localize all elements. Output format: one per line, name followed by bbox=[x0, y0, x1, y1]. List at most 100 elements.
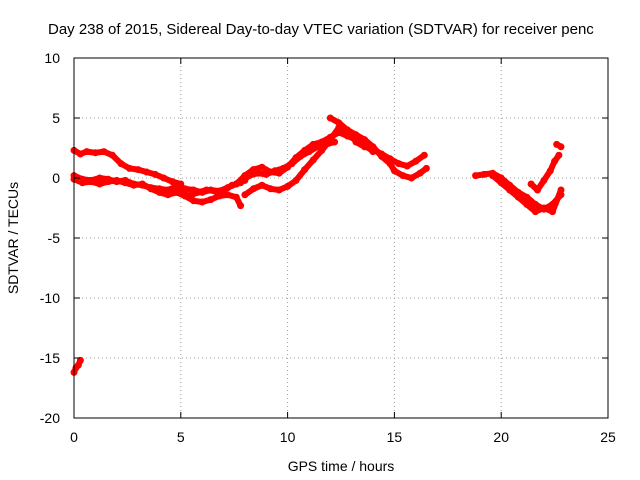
data-point bbox=[301, 146, 309, 154]
data-point bbox=[275, 186, 283, 194]
data-point bbox=[164, 191, 172, 199]
data-point bbox=[177, 188, 185, 196]
data-point bbox=[83, 148, 91, 156]
data-point bbox=[185, 192, 193, 200]
data-point bbox=[267, 168, 274, 176]
data-point bbox=[343, 126, 351, 134]
data-point bbox=[361, 136, 368, 144]
data-point bbox=[326, 136, 334, 144]
data-point bbox=[540, 204, 548, 212]
y-tick-label: -5 bbox=[48, 230, 61, 246]
data-point bbox=[207, 196, 215, 204]
data-point bbox=[352, 138, 360, 146]
data-point bbox=[121, 179, 129, 187]
data-point bbox=[546, 167, 554, 175]
data-point bbox=[523, 200, 531, 208]
data-point bbox=[557, 143, 565, 151]
data-point bbox=[318, 146, 326, 154]
data-point bbox=[96, 180, 104, 188]
data-point bbox=[113, 176, 121, 184]
data-point bbox=[173, 182, 180, 190]
data-point bbox=[514, 193, 522, 201]
y-tick-label: 10 bbox=[44, 50, 60, 66]
data-point bbox=[551, 157, 559, 165]
data-point bbox=[326, 114, 334, 122]
data-point bbox=[506, 186, 514, 194]
data-point bbox=[211, 187, 219, 195]
data-point bbox=[403, 162, 411, 170]
x-tick-label: 20 bbox=[493, 429, 509, 445]
data-point bbox=[258, 163, 266, 171]
x-tick-label: 15 bbox=[387, 429, 403, 445]
data-point bbox=[138, 180, 146, 188]
data-point bbox=[190, 197, 198, 205]
x-axis-label: GPS time / hours bbox=[288, 458, 395, 474]
data-point bbox=[194, 188, 202, 196]
x-tick-label: 5 bbox=[177, 429, 185, 445]
data-point bbox=[480, 170, 488, 178]
data-point bbox=[237, 202, 245, 210]
data-point bbox=[309, 156, 317, 164]
data-point bbox=[232, 193, 240, 201]
data-point bbox=[126, 164, 133, 172]
data-point bbox=[540, 176, 548, 184]
data-point bbox=[79, 179, 86, 187]
data-point bbox=[232, 180, 240, 188]
data-point bbox=[258, 181, 266, 189]
data-point bbox=[361, 143, 368, 151]
data-point bbox=[408, 174, 415, 182]
data-point bbox=[378, 152, 386, 160]
y-tick-label: 5 bbox=[52, 110, 60, 126]
data-point bbox=[130, 181, 138, 189]
x-tick-label: 0 bbox=[70, 429, 78, 445]
data-point bbox=[275, 169, 283, 177]
data-point bbox=[224, 191, 232, 199]
data-point bbox=[472, 172, 480, 180]
data-point bbox=[108, 151, 116, 159]
data-point bbox=[534, 186, 541, 194]
data-point bbox=[91, 149, 99, 157]
data-point bbox=[292, 154, 300, 162]
data-point bbox=[369, 143, 377, 151]
data-point bbox=[335, 119, 343, 127]
data-point bbox=[117, 160, 125, 168]
data-point bbox=[76, 150, 84, 158]
data-point bbox=[531, 200, 539, 208]
data-point bbox=[292, 176, 300, 184]
chart-title: Day 238 of 2015, Sidereal Day-to-day VTE… bbox=[48, 21, 594, 38]
data-point bbox=[147, 185, 155, 193]
data-point bbox=[390, 167, 398, 175]
x-tick-label: 25 bbox=[600, 429, 616, 445]
y-tick-label: -20 bbox=[40, 410, 60, 426]
data-point bbox=[555, 151, 563, 159]
data-point bbox=[420, 151, 428, 159]
data-point bbox=[549, 208, 556, 216]
y-tick-label: -10 bbox=[40, 290, 60, 306]
data-point bbox=[168, 178, 176, 186]
axis-ticks: 0 5 10 15 20 25 -20 -15 -10 -5 0 5 10 bbox=[40, 50, 616, 445]
data-point bbox=[416, 169, 424, 177]
data-point bbox=[96, 174, 104, 182]
data-point bbox=[100, 148, 108, 156]
data-point bbox=[202, 186, 210, 194]
series-trace-midday-b bbox=[241, 124, 428, 198]
data-point bbox=[301, 166, 309, 174]
y-tick-label: 0 bbox=[52, 170, 60, 186]
data-point bbox=[497, 179, 505, 187]
data-point bbox=[215, 192, 223, 200]
data-point bbox=[143, 168, 151, 176]
data-point bbox=[527, 180, 535, 188]
data-point bbox=[531, 208, 539, 216]
data-point bbox=[241, 191, 249, 199]
data-point bbox=[399, 172, 407, 180]
data-point bbox=[284, 163, 292, 171]
data-point bbox=[489, 172, 497, 180]
data-point bbox=[557, 186, 565, 194]
data-point bbox=[309, 140, 317, 148]
data-point bbox=[352, 131, 360, 139]
data-point bbox=[249, 185, 257, 193]
data-point bbox=[523, 193, 531, 201]
data-point bbox=[249, 166, 257, 174]
